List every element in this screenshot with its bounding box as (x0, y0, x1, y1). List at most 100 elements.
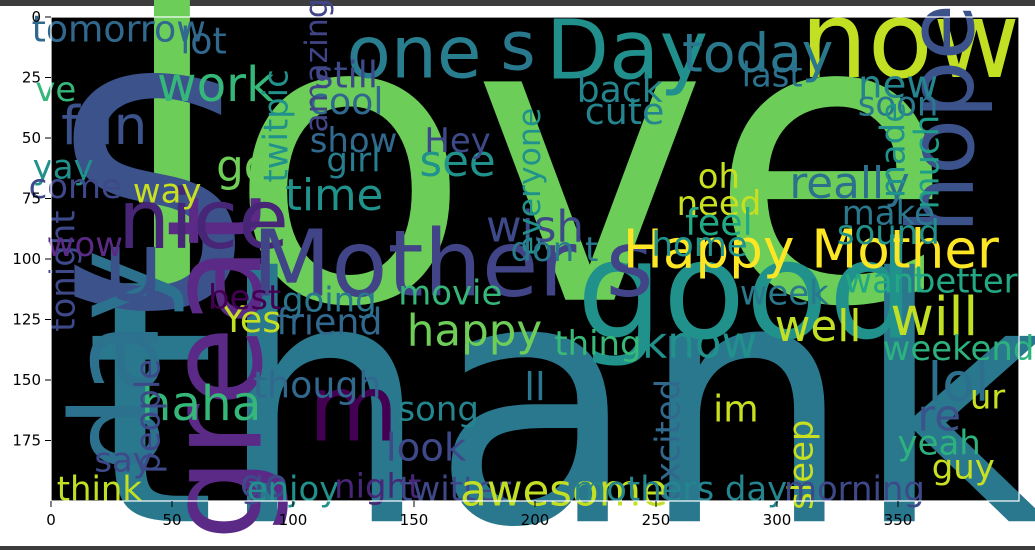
word-everyone: everyone (512, 108, 548, 256)
word-look: look (386, 425, 467, 470)
word-think: think (57, 469, 143, 508)
y-tick-label: 100 (12, 250, 41, 268)
word-last: last (742, 56, 803, 95)
word-good: good (577, 211, 915, 369)
word-morning: morning (784, 469, 925, 508)
y-tick-label: 75 (22, 190, 41, 208)
word-im: im (713, 388, 758, 431)
y-tick-label: 175 (12, 432, 41, 450)
x-tick-label: 0 (46, 511, 56, 529)
word-made: made (874, 102, 913, 198)
x-axis: 0 50 100 150 200 250 300 350 (46, 501, 912, 529)
word-excited: excited (649, 379, 688, 502)
word-ve: ve (35, 70, 76, 109)
word-nice: nice (118, 173, 289, 268)
y-tick-label: 25 (22, 69, 41, 87)
word-s: S (53, 16, 253, 382)
word-love: love (116, 0, 953, 395)
word-yay: yay (33, 148, 94, 187)
word-tonight: tonight (44, 210, 83, 331)
word-day: Day (546, 3, 709, 98)
word-hope: hope (888, 4, 995, 234)
word-will: will (890, 286, 978, 348)
word-m: m (309, 356, 399, 463)
bottom-window-edge (0, 546, 1035, 550)
word-know: know (642, 319, 757, 369)
word-don-t: don t (510, 230, 598, 269)
word-new: new (858, 62, 938, 107)
word-twitpic: twitpic (257, 69, 296, 182)
word-really: really (789, 159, 910, 209)
word-much: much (908, 115, 947, 210)
word-oh: oh (698, 157, 740, 196)
word-got: got (216, 142, 287, 192)
word-day: day (46, 249, 187, 472)
word-wow: wow (47, 225, 123, 264)
word-going: going (282, 281, 377, 320)
y-tick-label: 150 (12, 371, 41, 389)
word-amazing: amazing (299, 0, 335, 133)
word-ll: ll (524, 365, 546, 410)
word-way: way (133, 172, 202, 211)
word-come: come (29, 167, 122, 206)
y-tick-label: 0 (31, 8, 41, 26)
word-cute: cute (585, 90, 665, 133)
word-still: still (315, 54, 378, 97)
word-today: today (682, 22, 833, 84)
top-window-edge (0, 0, 1035, 6)
y-axis: 0 25 50 75 100 125 150 175 (12, 8, 51, 450)
word-need: need (677, 184, 762, 223)
word-u: u (103, 210, 164, 323)
word-say: say (94, 440, 152, 479)
word-night: night (334, 467, 421, 506)
word-sleep: sleep (782, 420, 821, 510)
word-yes: Yes (222, 298, 282, 341)
word-show: show (310, 121, 398, 160)
word-work: work (157, 57, 274, 113)
word-wish: wish (486, 203, 584, 253)
word-go: go (240, 462, 288, 507)
word-want: want (844, 261, 927, 300)
word-people: people (128, 359, 167, 474)
x-tick-label: 150 (400, 511, 429, 529)
word-friend: friend (276, 300, 382, 343)
word-lot: lot (180, 20, 227, 63)
word-better: better (914, 261, 1018, 300)
word-thing: thing (554, 324, 641, 363)
word-mothers-day: mothers day (573, 469, 787, 508)
word-one: one (346, 11, 481, 95)
y-tick-label: 50 (22, 129, 41, 147)
word-guy: guy (932, 448, 995, 487)
word-yeah: yeah (898, 423, 981, 462)
word-happy: happy (407, 307, 543, 357)
word-happy-mother: Happy Mother (623, 218, 999, 280)
word-time: time (285, 171, 384, 221)
word-mother-s: Mother s (252, 210, 654, 317)
plot-background (51, 17, 1019, 501)
x-tick-label: 300 (763, 511, 792, 529)
word-lol: lol (927, 351, 989, 413)
word-make: make (842, 194, 935, 233)
word-tomorrow: tomorrow (32, 8, 206, 51)
word-home: home (652, 225, 748, 264)
x-tick-label: 200 (521, 511, 550, 529)
x-tick-label: 250 (642, 511, 671, 529)
word-best: best (208, 278, 281, 317)
word-feel: feel (685, 201, 753, 244)
word-cool: cool (309, 80, 383, 123)
word-s: s (500, 7, 535, 86)
word-see: see (419, 137, 495, 187)
x-tick-label: 50 (162, 511, 181, 529)
word-girl: girl (326, 140, 380, 179)
word-back: back (577, 68, 663, 111)
word-twitter: twitter (399, 469, 511, 508)
y-tick-label: 125 (12, 311, 41, 329)
word-sound: sound (837, 213, 940, 252)
word-well: well (775, 302, 862, 352)
word-song: song (398, 390, 479, 429)
word-fun: fun (61, 95, 147, 157)
word-re: re (917, 391, 961, 441)
word-thank: thank (83, 207, 1035, 546)
